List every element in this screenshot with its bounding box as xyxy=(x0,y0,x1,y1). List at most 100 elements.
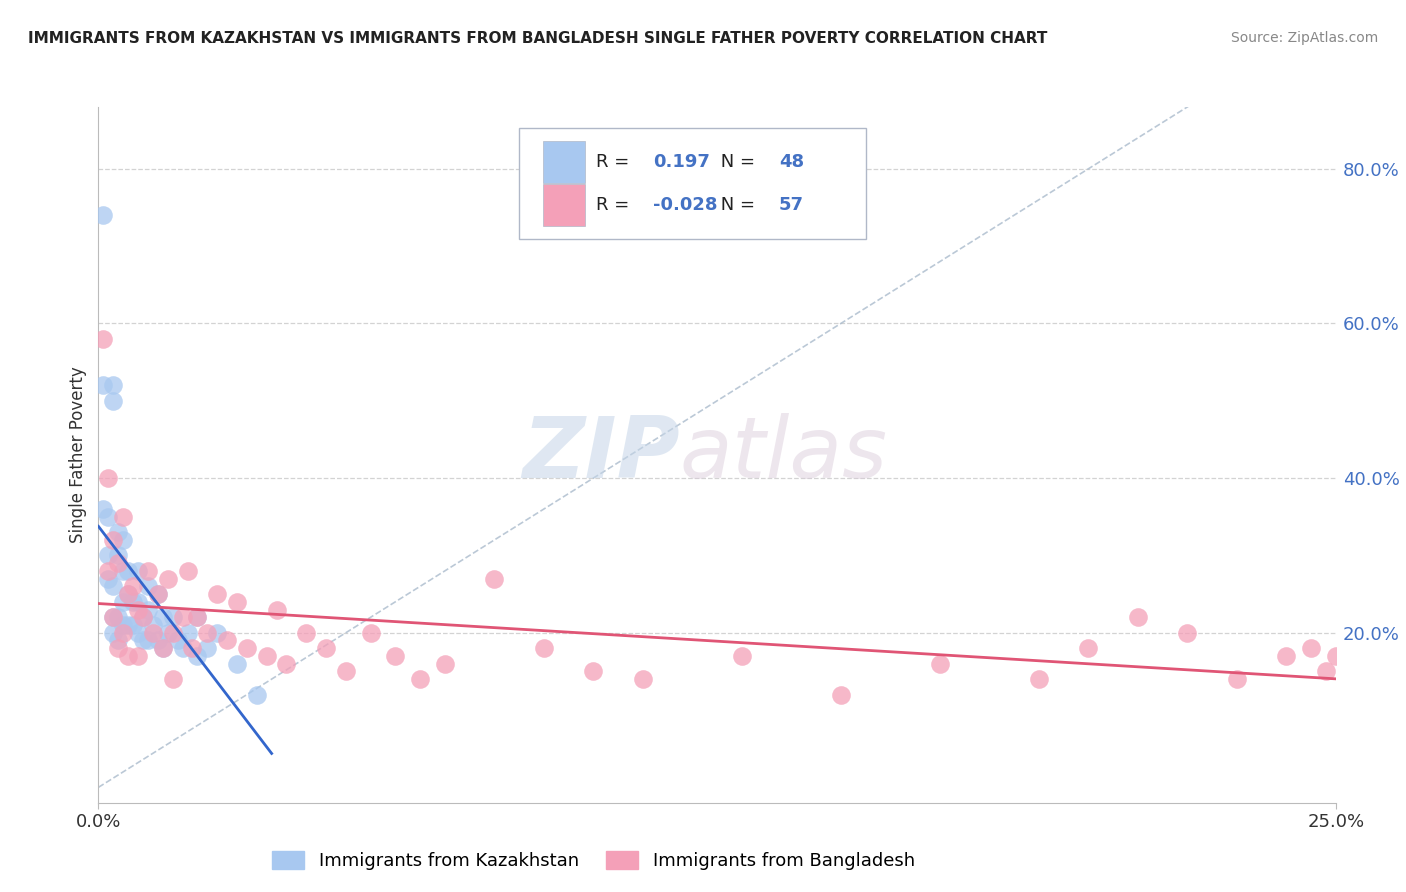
Text: Source: ZipAtlas.com: Source: ZipAtlas.com xyxy=(1230,31,1378,45)
Point xyxy=(176,564,198,578)
Point xyxy=(217,633,239,648)
Point xyxy=(195,625,218,640)
Point xyxy=(107,525,129,540)
Point xyxy=(136,579,159,593)
Point xyxy=(97,549,120,563)
Point xyxy=(1275,648,1298,663)
Point xyxy=(122,595,145,609)
Point xyxy=(152,610,174,624)
Point xyxy=(226,595,249,609)
Point xyxy=(112,509,135,524)
Point xyxy=(315,641,337,656)
Point xyxy=(433,657,456,671)
Point xyxy=(93,332,115,346)
Point xyxy=(112,625,135,640)
Point xyxy=(156,625,179,640)
Point xyxy=(276,657,298,671)
Point xyxy=(172,641,194,656)
Point xyxy=(236,641,259,656)
Point xyxy=(195,641,218,656)
Point xyxy=(533,641,555,656)
Point xyxy=(103,378,125,392)
Point xyxy=(127,648,149,663)
Point xyxy=(205,625,228,640)
Point xyxy=(166,633,188,648)
Text: -0.028: -0.028 xyxy=(652,196,717,214)
Point xyxy=(136,633,159,648)
Point xyxy=(152,641,174,656)
Point xyxy=(136,564,159,578)
Point xyxy=(107,556,129,570)
Point xyxy=(112,564,135,578)
Point xyxy=(226,657,249,671)
Point xyxy=(117,648,139,663)
Point xyxy=(1077,641,1099,656)
Point xyxy=(1315,665,1337,679)
Point xyxy=(132,610,155,624)
Point xyxy=(295,625,318,640)
Point xyxy=(162,625,184,640)
Point xyxy=(266,602,288,616)
Point xyxy=(122,579,145,593)
Point xyxy=(1028,672,1050,686)
Text: atlas: atlas xyxy=(681,413,889,497)
Point xyxy=(162,672,184,686)
Point xyxy=(928,657,950,671)
Point xyxy=(146,633,169,648)
Text: IMMIGRANTS FROM KAZAKHSTAN VS IMMIGRANTS FROM BANGLADESH SINGLE FATHER POVERTY C: IMMIGRANTS FROM KAZAKHSTAN VS IMMIGRANTS… xyxy=(28,31,1047,46)
Point xyxy=(582,665,605,679)
Point xyxy=(122,618,145,632)
Point xyxy=(103,533,125,547)
Point xyxy=(1299,641,1322,656)
Point xyxy=(103,610,125,624)
Text: N =: N = xyxy=(714,153,761,171)
FancyBboxPatch shape xyxy=(543,184,585,227)
Point xyxy=(117,587,139,601)
Text: R =: R = xyxy=(596,153,634,171)
Point xyxy=(335,665,357,679)
Point xyxy=(146,587,169,601)
Point xyxy=(132,610,155,624)
Point xyxy=(97,471,120,485)
Point xyxy=(107,633,129,648)
Point xyxy=(112,618,135,632)
FancyBboxPatch shape xyxy=(519,128,866,239)
Point xyxy=(186,610,208,624)
Y-axis label: Single Father Poverty: Single Father Poverty xyxy=(69,367,87,543)
Point xyxy=(409,672,432,686)
Text: 57: 57 xyxy=(779,196,804,214)
Text: N =: N = xyxy=(714,196,761,214)
Point xyxy=(127,564,149,578)
Point xyxy=(107,610,129,624)
Point xyxy=(107,641,129,656)
Point xyxy=(186,610,208,624)
Point xyxy=(172,610,194,624)
Point xyxy=(181,641,204,656)
Point xyxy=(731,648,754,663)
Point xyxy=(142,618,165,632)
Point xyxy=(103,610,125,624)
FancyBboxPatch shape xyxy=(543,141,585,184)
Point xyxy=(176,625,198,640)
Text: 48: 48 xyxy=(779,153,804,171)
Point xyxy=(97,572,120,586)
Point xyxy=(205,587,228,601)
Text: 0.197: 0.197 xyxy=(652,153,710,171)
Point xyxy=(256,648,278,663)
Point xyxy=(97,564,120,578)
Point xyxy=(93,502,115,516)
Point xyxy=(1226,672,1249,686)
Point xyxy=(107,549,129,563)
Point xyxy=(127,595,149,609)
Point xyxy=(136,602,159,616)
Text: ZIP: ZIP xyxy=(522,413,681,497)
Point xyxy=(103,579,125,593)
Point xyxy=(103,393,125,408)
Point xyxy=(93,208,115,222)
Point xyxy=(484,572,506,586)
Point xyxy=(1175,625,1198,640)
Point xyxy=(162,610,184,624)
Point xyxy=(127,602,149,616)
Point xyxy=(384,648,406,663)
Point xyxy=(142,625,165,640)
